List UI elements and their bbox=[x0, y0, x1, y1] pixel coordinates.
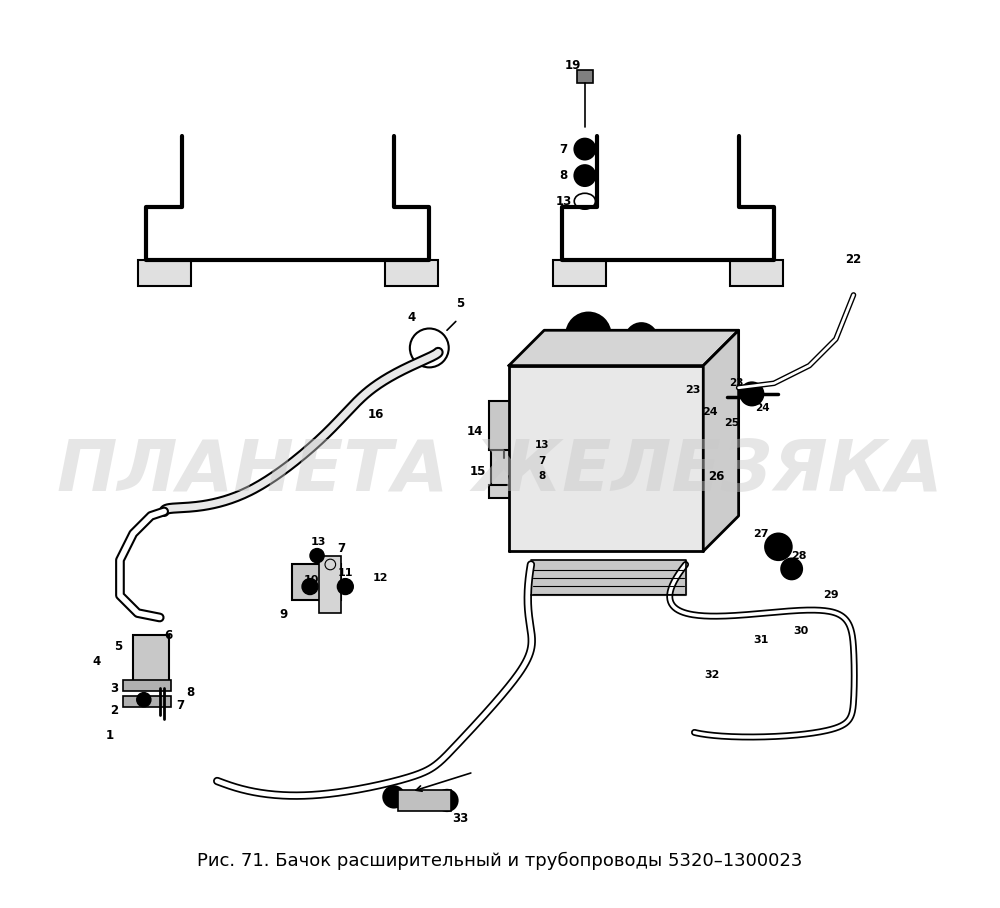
Text: 6: 6 bbox=[164, 628, 173, 642]
Bar bbox=[489, 401, 525, 449]
Bar bbox=[489, 485, 519, 498]
Text: 10: 10 bbox=[304, 575, 319, 585]
Text: 31: 31 bbox=[753, 635, 768, 645]
Circle shape bbox=[559, 518, 580, 539]
Text: 7: 7 bbox=[337, 542, 345, 555]
Circle shape bbox=[740, 382, 763, 405]
Text: 29: 29 bbox=[824, 590, 839, 600]
Bar bbox=[133, 636, 169, 688]
Circle shape bbox=[310, 548, 324, 563]
Text: 4: 4 bbox=[93, 656, 101, 668]
Text: 1: 1 bbox=[105, 728, 113, 742]
Circle shape bbox=[559, 448, 580, 469]
Circle shape bbox=[598, 518, 619, 539]
Circle shape bbox=[574, 165, 595, 186]
Circle shape bbox=[559, 412, 580, 434]
Text: 24: 24 bbox=[755, 403, 770, 413]
Text: 25: 25 bbox=[724, 418, 739, 428]
Text: 5: 5 bbox=[456, 297, 464, 311]
Text: 28: 28 bbox=[791, 550, 806, 560]
Ellipse shape bbox=[549, 470, 565, 482]
Text: 12: 12 bbox=[373, 573, 388, 583]
Bar bbox=[385, 260, 438, 286]
Text: Рис. 71. Бачок расширительный и трубопроводы 5320–1300023: Рис. 71. Бачок расширительный и трубопро… bbox=[197, 852, 803, 870]
Text: 7: 7 bbox=[560, 143, 568, 155]
Text: 4: 4 bbox=[407, 311, 416, 323]
Text: 9: 9 bbox=[279, 608, 288, 621]
Circle shape bbox=[337, 578, 353, 595]
Bar bbox=[730, 260, 783, 286]
Bar bbox=[398, 790, 451, 811]
Text: 16: 16 bbox=[368, 408, 384, 420]
Circle shape bbox=[598, 483, 619, 504]
Text: 33: 33 bbox=[452, 812, 468, 824]
Circle shape bbox=[520, 448, 542, 469]
Polygon shape bbox=[509, 366, 703, 551]
Ellipse shape bbox=[574, 193, 595, 209]
Bar bbox=[292, 565, 341, 600]
Bar bbox=[491, 414, 518, 494]
Circle shape bbox=[383, 786, 405, 807]
Circle shape bbox=[520, 412, 542, 434]
Text: 15: 15 bbox=[470, 465, 486, 479]
Polygon shape bbox=[703, 331, 739, 551]
Text: 14: 14 bbox=[467, 426, 483, 439]
Text: 22: 22 bbox=[845, 253, 862, 266]
Circle shape bbox=[302, 578, 318, 595]
Circle shape bbox=[626, 323, 657, 355]
Polygon shape bbox=[509, 331, 739, 366]
Text: 2: 2 bbox=[110, 704, 118, 716]
Text: ПЛАНЕТА ЖЕЛЕЗЯКА: ПЛАНЕТА ЖЕЛЕЗЯКА bbox=[57, 437, 943, 506]
Text: 13: 13 bbox=[311, 538, 327, 548]
Bar bbox=[577, 71, 593, 83]
Bar bbox=[319, 556, 341, 613]
Bar bbox=[553, 260, 606, 286]
Circle shape bbox=[559, 483, 580, 504]
Text: 5: 5 bbox=[114, 640, 122, 653]
Circle shape bbox=[572, 319, 604, 350]
Circle shape bbox=[637, 448, 658, 469]
Text: 30: 30 bbox=[793, 626, 808, 636]
Circle shape bbox=[637, 483, 658, 504]
Text: 24: 24 bbox=[703, 407, 718, 417]
Text: 8: 8 bbox=[187, 686, 195, 699]
Circle shape bbox=[781, 558, 802, 579]
Text: 7: 7 bbox=[539, 456, 546, 466]
Circle shape bbox=[637, 412, 658, 434]
Circle shape bbox=[520, 518, 542, 539]
Text: 3: 3 bbox=[110, 682, 118, 695]
Text: 13: 13 bbox=[535, 440, 550, 450]
Bar bbox=[123, 696, 171, 706]
Bar bbox=[123, 680, 171, 691]
Bar bbox=[138, 260, 191, 286]
Text: 8: 8 bbox=[539, 471, 546, 481]
Text: 19: 19 bbox=[564, 59, 581, 72]
Text: 8: 8 bbox=[560, 169, 568, 183]
Circle shape bbox=[436, 790, 458, 811]
Circle shape bbox=[549, 441, 565, 458]
Text: 11: 11 bbox=[338, 568, 353, 578]
Circle shape bbox=[566, 312, 610, 357]
Circle shape bbox=[637, 518, 658, 539]
Circle shape bbox=[765, 534, 792, 560]
Circle shape bbox=[520, 483, 542, 504]
Text: 23: 23 bbox=[730, 379, 744, 389]
Text: 32: 32 bbox=[704, 670, 720, 680]
Circle shape bbox=[137, 693, 151, 706]
Circle shape bbox=[706, 386, 727, 407]
Circle shape bbox=[598, 412, 619, 434]
Text: 13: 13 bbox=[556, 194, 572, 208]
Polygon shape bbox=[531, 560, 686, 596]
Text: 7: 7 bbox=[176, 699, 184, 713]
Text: 26: 26 bbox=[708, 469, 725, 482]
Text: 27: 27 bbox=[753, 528, 768, 538]
Circle shape bbox=[598, 448, 619, 469]
Text: 23: 23 bbox=[685, 385, 700, 395]
Circle shape bbox=[574, 139, 595, 160]
